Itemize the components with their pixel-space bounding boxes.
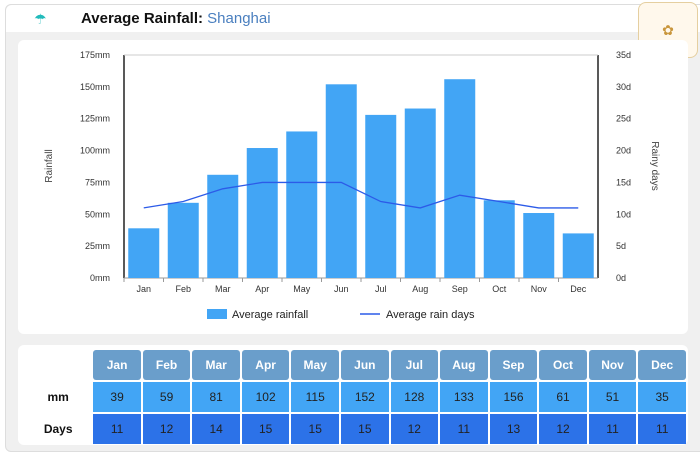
- bar-feb: [168, 203, 199, 278]
- month-header: Nov: [589, 350, 637, 380]
- rainfall-cell: 39: [93, 382, 140, 412]
- legend-bar-label: Average rainfall: [232, 309, 308, 321]
- rainfall-chart: 0mm 0d 25mm 5d 50mm 10d 75mm 15d 100mm 20d 125mm 25…: [18, 40, 688, 334]
- y2-tick-label: 25d: [616, 114, 631, 124]
- bar-may: [286, 131, 317, 278]
- bar-mar: [207, 175, 238, 278]
- header: ☂ Average Rainfall: Shanghai: [6, 5, 700, 32]
- days-cell: 12: [391, 414, 438, 444]
- rainfall-cell: 152: [341, 382, 389, 412]
- y-tick-label: 50mm: [85, 209, 110, 219]
- x-tick-label: Sep: [452, 284, 468, 294]
- y-axis-label: Rainfall: [44, 149, 55, 182]
- y-tick-label: 0mm: [90, 273, 110, 283]
- days-cell: 12: [143, 414, 191, 444]
- page-title: Average Rainfall: Shanghai: [81, 10, 271, 27]
- x-tick-label: Jan: [136, 284, 151, 294]
- x-tick-label: May: [293, 284, 311, 294]
- rainfall-cell: 133: [440, 382, 488, 412]
- days-cell: 11: [93, 414, 140, 444]
- month-header: Aug: [440, 350, 488, 380]
- y-tick-label: 100mm: [80, 146, 110, 156]
- x-tick-label: Jun: [334, 284, 349, 294]
- month-header: Feb: [143, 350, 191, 380]
- month-header: Jun: [341, 350, 389, 380]
- month-header: Jul: [391, 350, 438, 380]
- days-cell: 14: [192, 414, 240, 444]
- bar-oct: [484, 200, 515, 278]
- rainfall-cell: 51: [589, 382, 637, 412]
- month-header: Oct: [539, 350, 586, 380]
- rainfall-cell: 115: [291, 382, 339, 412]
- days-cell: 11: [440, 414, 488, 444]
- legend-line-label: Average rain days: [386, 309, 475, 321]
- bar-apr: [247, 148, 278, 278]
- bar-jun: [326, 84, 357, 278]
- rainfall-cell: 59: [143, 382, 191, 412]
- x-tick-label: Mar: [215, 284, 231, 294]
- title-label: Average Rainfall:: [81, 10, 203, 27]
- rainfall-cell: 35: [638, 382, 686, 412]
- month-header: Jan: [93, 350, 140, 380]
- y2-tick-label: 0d: [616, 273, 626, 283]
- rainfall-cell: 128: [391, 382, 438, 412]
- x-tick-label: Aug: [412, 284, 428, 294]
- bar-aug: [405, 109, 436, 278]
- days-cell: 11: [589, 414, 637, 444]
- x-tick-label: Jul: [375, 284, 387, 294]
- chart-card: 0mm 0d 25mm 5d 50mm 10d 75mm 15d 100mm 20d 125mm 25…: [18, 40, 688, 334]
- row-label: Days: [25, 414, 91, 444]
- days-cell: 13: [490, 414, 538, 444]
- y2-tick-label: 20d: [616, 146, 631, 156]
- y2-tick-label: 35d: [616, 50, 631, 60]
- bar-jan: [128, 228, 159, 278]
- y2-tick-label: 30d: [616, 82, 631, 92]
- row-label: mm: [25, 382, 91, 412]
- y-tick-label: 75mm: [85, 177, 110, 187]
- rainfall-cell: 61: [539, 382, 586, 412]
- days-cell: 15: [341, 414, 389, 444]
- x-tick-label: Oct: [492, 284, 507, 294]
- y-tick-label: 125mm: [80, 114, 110, 124]
- legend-bar-swatch: [207, 309, 227, 319]
- y-tick-label: 150mm: [80, 82, 110, 92]
- days-cell: 15: [291, 414, 339, 444]
- corner: [25, 350, 91, 380]
- month-header: Sep: [490, 350, 538, 380]
- month-header: Dec: [638, 350, 686, 380]
- bar-sep: [444, 79, 475, 278]
- bar-dec: [563, 233, 594, 278]
- rainfall-cell: 81: [192, 382, 240, 412]
- y2-tick-label: 15d: [616, 177, 631, 187]
- month-header: Mar: [192, 350, 240, 380]
- bar-nov: [523, 213, 554, 278]
- days-cell: 12: [539, 414, 586, 444]
- x-tick-label: Dec: [570, 284, 587, 294]
- umbrella-icon: ☂: [34, 11, 47, 28]
- days-cell: 15: [242, 414, 289, 444]
- x-tick-label: Feb: [175, 284, 191, 294]
- y-tick-label: 25mm: [85, 241, 110, 251]
- x-tick-label: Nov: [531, 284, 548, 294]
- y2-tick-label: 10d: [616, 209, 631, 219]
- y-tick-label: 175mm: [80, 50, 110, 60]
- days-cell: 11: [638, 414, 686, 444]
- y2-axis-label: Rainy days: [649, 141, 660, 190]
- month-header: May: [291, 350, 339, 380]
- month-header: Apr: [242, 350, 289, 380]
- city-name: Shanghai: [207, 10, 270, 27]
- x-tick-label: Apr: [255, 284, 269, 294]
- y2-tick-label: 5d: [616, 241, 626, 251]
- rainfall-cell: 156: [490, 382, 538, 412]
- rainfall-cell: 102: [242, 382, 289, 412]
